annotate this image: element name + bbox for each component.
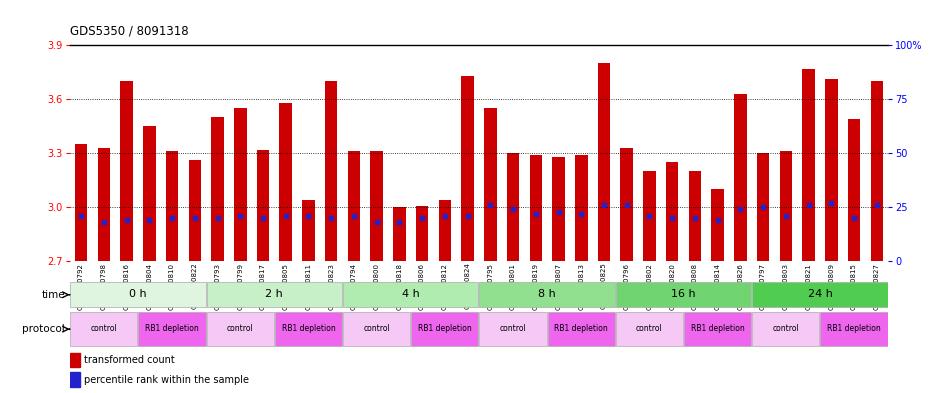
Bar — [620, 148, 633, 261]
Text: control: control — [364, 324, 390, 333]
Bar — [484, 108, 497, 261]
Bar — [416, 206, 429, 261]
Bar — [166, 151, 179, 261]
Text: 4 h: 4 h — [402, 289, 419, 299]
Text: protocol: protocol — [22, 324, 65, 334]
Bar — [529, 155, 542, 261]
Bar — [70, 353, 80, 367]
Bar — [779, 151, 792, 261]
Bar — [803, 69, 815, 261]
Bar — [848, 119, 860, 261]
Bar — [820, 312, 888, 346]
Bar — [711, 189, 724, 261]
Bar — [688, 171, 701, 261]
Bar — [479, 312, 547, 346]
Bar — [189, 160, 201, 261]
Bar — [139, 312, 206, 346]
Bar — [257, 150, 269, 261]
Bar — [752, 282, 888, 307]
Text: RB1 depletion: RB1 depletion — [827, 324, 881, 333]
Bar — [393, 208, 405, 261]
Text: 8 h: 8 h — [538, 289, 556, 299]
Text: RB1 depletion: RB1 depletion — [691, 324, 745, 333]
Text: control: control — [773, 324, 799, 333]
Bar — [666, 162, 678, 261]
Bar — [507, 153, 519, 261]
Text: 2 h: 2 h — [265, 289, 284, 299]
Bar — [74, 144, 87, 261]
Bar — [70, 282, 206, 307]
Text: 16 h: 16 h — [671, 289, 696, 299]
Bar — [439, 200, 451, 261]
Text: RB1 depletion: RB1 depletion — [554, 324, 608, 333]
Bar — [575, 155, 588, 261]
Bar — [279, 103, 292, 261]
Text: percentile rank within the sample: percentile rank within the sample — [85, 375, 249, 385]
Bar — [302, 200, 314, 261]
Bar — [734, 94, 747, 261]
Bar — [752, 312, 819, 346]
Bar — [343, 282, 479, 307]
Bar — [479, 282, 615, 307]
Bar — [206, 312, 274, 346]
Bar — [143, 126, 155, 261]
Bar — [206, 282, 342, 307]
Bar — [70, 312, 138, 346]
Text: control: control — [636, 324, 663, 333]
Text: time: time — [42, 290, 65, 300]
Bar — [120, 81, 133, 261]
Text: RB1 depletion: RB1 depletion — [282, 324, 336, 333]
Bar — [616, 312, 684, 346]
Bar — [370, 151, 383, 261]
Bar — [870, 81, 883, 261]
Bar — [598, 63, 610, 261]
Bar — [211, 117, 224, 261]
Bar — [325, 81, 338, 261]
Bar — [70, 372, 80, 387]
Bar — [684, 312, 751, 346]
Bar — [825, 79, 838, 261]
Bar — [757, 153, 769, 261]
Text: transformed count: transformed count — [85, 355, 175, 365]
Bar — [548, 312, 615, 346]
Bar — [644, 171, 656, 261]
Bar — [552, 157, 565, 261]
Bar — [348, 151, 360, 261]
Bar — [411, 312, 479, 346]
Bar — [98, 148, 110, 261]
Bar — [461, 76, 473, 261]
Text: GDS5350 / 8091318: GDS5350 / 8091318 — [70, 24, 189, 37]
Bar — [343, 312, 410, 346]
Text: 0 h: 0 h — [129, 289, 147, 299]
Text: 24 h: 24 h — [807, 289, 832, 299]
Bar — [274, 312, 342, 346]
Text: RB1 depletion: RB1 depletion — [145, 324, 199, 333]
Text: control: control — [227, 324, 254, 333]
Text: control: control — [90, 324, 117, 333]
Bar — [234, 108, 246, 261]
Bar — [616, 282, 751, 307]
Text: RB1 depletion: RB1 depletion — [418, 324, 472, 333]
Text: control: control — [499, 324, 526, 333]
